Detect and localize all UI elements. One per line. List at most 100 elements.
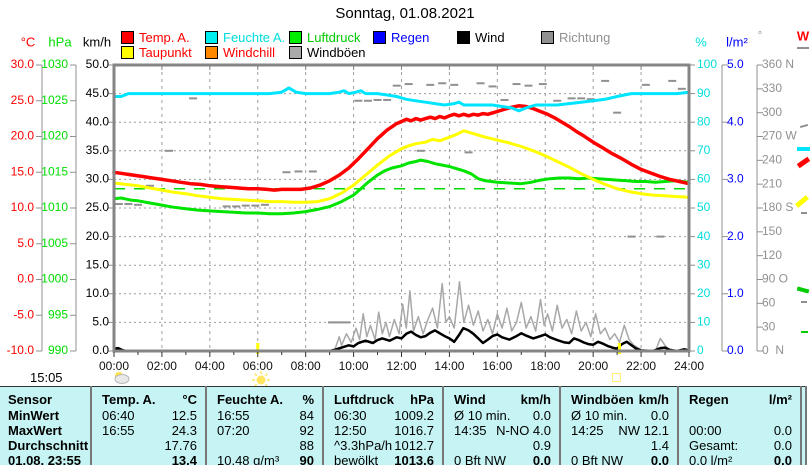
- table-cell-value: 92: [299, 423, 314, 438]
- pressure-axis-label: 1015: [41, 164, 68, 178]
- legend-swatch: [205, 31, 218, 44]
- humidity-axis-label: 60: [697, 172, 711, 186]
- windspeed-axis-label: 30.0: [86, 172, 110, 186]
- legend-label: Windböen: [307, 45, 366, 60]
- temp-axis-unit: °C: [21, 34, 36, 49]
- legend-item-taupunkt: Taupunkt: [121, 45, 192, 60]
- table-header-unit: %: [302, 392, 314, 407]
- table-cell-time: Gesamt:: [689, 438, 739, 453]
- pressure-axis-label: 990: [48, 343, 68, 357]
- series-windboen-line: [113, 281, 690, 352]
- edge-mark: [801, 301, 807, 303]
- table-cell-time: 10.48 g/m³: [217, 453, 280, 465]
- table-cell-value: 84: [299, 408, 314, 423]
- pressure-axis-label: 1000: [41, 272, 68, 286]
- table-cell-time: 12:50: [334, 423, 367, 438]
- daylight-duration-label: 15:05: [30, 370, 63, 385]
- table-cell-value: 1012.7: [394, 438, 434, 453]
- edge-mark: [796, 286, 810, 294]
- humidity-axis-label: 70: [697, 143, 711, 157]
- direction-axis-label: 180 S: [762, 200, 793, 214]
- table-header-sensor: Sensor: [8, 392, 53, 407]
- rain-axis-unit: l/m²: [726, 34, 748, 49]
- table-separator: [559, 386, 561, 465]
- humidity-axis-label: 50: [697, 200, 711, 214]
- sun-cloud-icon: [114, 372, 130, 384]
- temp-axis-label: 10.0: [11, 200, 35, 214]
- windspeed-axis-unit: km/h: [83, 34, 111, 49]
- legend-label: Richtung: [559, 30, 611, 45]
- direction-axis-label: 90 O: [762, 272, 788, 286]
- table-cell-value: 0.0: [532, 453, 551, 465]
- table-separator: [442, 386, 444, 465]
- humidity-axis-label: 0: [697, 343, 704, 357]
- table-header-unit: l/m²: [768, 392, 792, 407]
- pressure-axis-label: 1030: [41, 57, 68, 71]
- legend-item-luftdruck: Luftdruck: [289, 30, 360, 45]
- pressure-axis-label: 1025: [41, 93, 68, 107]
- legend-swatch: [121, 46, 134, 59]
- table-cell-value: N-NO 4.0: [496, 423, 551, 438]
- legend-label: Regen: [391, 30, 430, 45]
- x-axis-label: 02:00: [147, 359, 177, 373]
- statistics-table: [0, 386, 806, 465]
- direction-axis-label: 300: [762, 105, 782, 119]
- windspeed-axis-label: 40.0: [86, 114, 110, 128]
- pressure-axis-unit: hPa: [48, 34, 72, 49]
- x-axis-label: 18:00: [530, 359, 560, 373]
- rain-axis-label: 4.0: [727, 114, 744, 128]
- table-cell-time: 07:20: [217, 423, 250, 438]
- table-cell-value: 0.0: [773, 438, 792, 453]
- table-header-unit: hPa: [410, 392, 434, 407]
- table-separator: [205, 386, 207, 465]
- table-cell-time: 14:35: [454, 423, 487, 438]
- table-header-unit: km/h: [638, 392, 669, 407]
- pressure-axis-label: 1010: [41, 200, 68, 214]
- table-header-title: Temp. A.: [102, 392, 156, 407]
- temp-axis-label: -10.0: [7, 343, 35, 357]
- legend-item-wind: Wind: [457, 30, 505, 45]
- table-header-title: Feuchte A.: [217, 392, 283, 407]
- x-axis-label: 00:00: [99, 359, 129, 373]
- cutoff-panel-label: W: [797, 28, 810, 43]
- temp-axis-label: 30.0: [11, 57, 35, 71]
- direction-axis-label: 0 N: [762, 343, 784, 357]
- edge-mark: [801, 331, 808, 333]
- page-title: Sonntag, 01.08.2021: [335, 5, 475, 22]
- table-cell-value: 0.0: [773, 453, 792, 465]
- direction-axis-label: 270 W: [762, 129, 797, 143]
- table-header-unit: °C: [182, 392, 197, 407]
- humidity-axis-label: 80: [697, 114, 711, 128]
- table-cell-value: 1013.6: [394, 453, 434, 465]
- table-header-title: Regen: [689, 392, 729, 407]
- direction-axis-label: 120: [762, 248, 782, 262]
- edge-mark: [799, 123, 809, 129]
- direction-axis-label: 330: [762, 81, 782, 95]
- x-axis-label: 12:00: [386, 359, 416, 373]
- table-separator: [322, 386, 324, 465]
- table-cell-value: 0.0: [773, 423, 792, 438]
- series-taupunkt-line: [112, 129, 691, 204]
- table-separator: [677, 386, 679, 465]
- legend-swatch: [205, 46, 218, 59]
- table-cell-value: 90: [299, 453, 314, 465]
- temp-axis-label: 5.0: [17, 236, 34, 250]
- table-cell-time: Ø 10 min.: [571, 408, 628, 423]
- table-border-right: [800, 386, 802, 465]
- rain-axis-label: 1.0: [727, 286, 744, 300]
- pressure-axis-label: 1005: [41, 236, 68, 250]
- direction-axis-label: 240: [762, 153, 782, 167]
- table-cell-time: Ø 10 min.: [454, 408, 511, 423]
- table-cell-value: 13.4: [171, 453, 197, 465]
- humidity-axis-label: 20: [697, 286, 711, 300]
- windspeed-axis-label: 45.0: [86, 86, 110, 100]
- table-cell-time: ^3.3hPa/h: [334, 438, 393, 453]
- temp-axis-label: 0.0: [17, 272, 34, 286]
- table-cell-value: 24.3: [171, 423, 197, 438]
- legend-swatch: [289, 31, 302, 44]
- temp-axis-label: 20.0: [11, 129, 35, 143]
- x-axis-label: 24:00: [674, 359, 704, 373]
- edge-mark: [797, 47, 809, 49]
- table-cell-time: 0 Bft NW: [571, 453, 624, 465]
- table-row-label: MinWert: [8, 408, 60, 423]
